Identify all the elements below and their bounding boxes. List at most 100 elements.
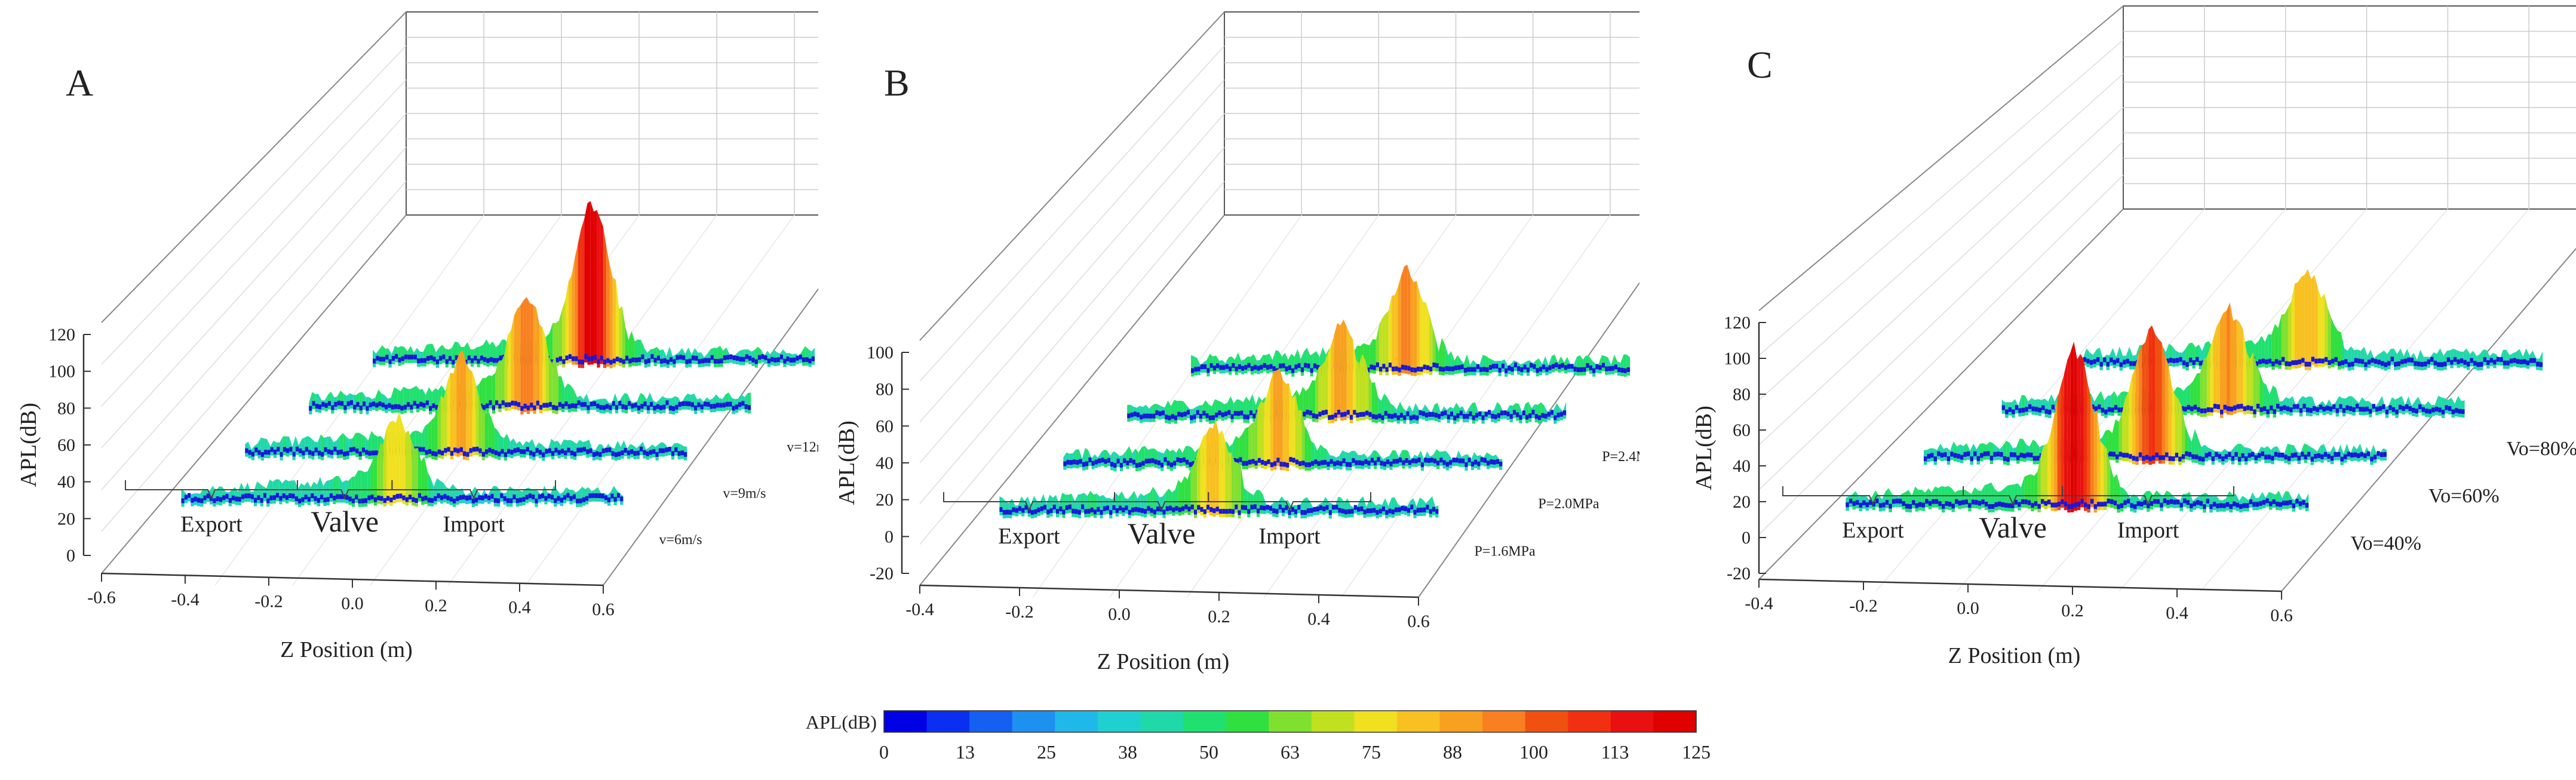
ridge-segment: [1065, 495, 1069, 514]
ridge-segment: [2133, 494, 2137, 513]
y-tick-label: 80: [1733, 385, 1751, 404]
ridge-segment: [327, 391, 331, 410]
ridge-segment: [2012, 399, 2015, 418]
ridge-segment: [2025, 395, 2028, 416]
ridge-segment: [2113, 348, 2117, 368]
ridge-segment: [622, 306, 625, 368]
ridge-segment: [1128, 495, 1131, 518]
y-tick-label: 80: [876, 380, 894, 400]
ridge-segment: [1068, 493, 1072, 513]
ridge-segment: [2480, 349, 2483, 370]
ridge-segment: [2213, 326, 2217, 413]
ridge-segment: [1410, 276, 1414, 376]
ridge-segment: [640, 393, 644, 413]
ridge-segment: [407, 346, 411, 363]
ridge-segment: [523, 297, 527, 412]
ridge-segment: [662, 396, 666, 413]
ridge-segment: [1184, 476, 1188, 513]
region-label: Import: [1258, 524, 1321, 549]
ridge-segment: [501, 436, 504, 457]
ridge-segment: [1987, 441, 1990, 460]
ridge-segment: [2110, 348, 2113, 366]
ridge-segment: [1021, 496, 1025, 517]
ridge-segment: [1209, 354, 1213, 371]
ridge-segment: [2172, 385, 2175, 465]
ridge-segment: [631, 331, 635, 366]
ridge-segment: [405, 430, 409, 506]
series-label: v=9m/s: [723, 486, 766, 502]
ridge-segment: [1368, 373, 1372, 420]
ridge-segment: [2304, 269, 2308, 370]
ridge-segment: [523, 441, 526, 458]
ridge-segment: [1143, 494, 1147, 518]
ridge-segment: [1267, 382, 1270, 468]
ridge-segment: [2458, 396, 2462, 417]
colorbar-tick-label: 13: [956, 741, 975, 763]
ridge-segment: [2287, 444, 2291, 465]
ridge-segment: [625, 325, 629, 364]
ridge-segment: [2080, 354, 2084, 508]
series-label: Vo=60%: [2428, 485, 2500, 507]
ridge-segment: [425, 423, 428, 459]
ridge-segment: [535, 490, 538, 507]
ridge-segment: [1453, 403, 1457, 424]
grid-line: [919, 79, 1225, 423]
ridge-segment: [2281, 314, 2285, 366]
ridge-segment: [1193, 454, 1198, 518]
ridge-segment: [392, 420, 396, 503]
ridge-segment: [754, 346, 758, 368]
ridge-segment: [2093, 410, 2098, 513]
ridge-segment: [1479, 355, 1483, 376]
ridge-segment: [585, 487, 589, 505]
ridge-segment: [1970, 443, 1973, 465]
ridge-segment: [1212, 355, 1217, 374]
ridge-segment: [1166, 448, 1170, 469]
ridge-segment: [2285, 307, 2288, 370]
ridge-segment: [1921, 490, 1926, 511]
ridge-segment: [1429, 314, 1433, 375]
grid-line: [101, 147, 407, 490]
ridge-segment: [1536, 358, 1539, 377]
x-tick-label: 0.4: [1307, 609, 1330, 629]
ridge-segment: [1385, 311, 1389, 376]
ridge-segment: [244, 482, 248, 502]
ridge-segment: [1360, 496, 1364, 515]
ridge-segment: [302, 437, 305, 459]
ridge-segment: [352, 432, 356, 456]
ridge-segment: [660, 349, 664, 367]
ridge-segment: [1902, 492, 1905, 510]
ridge-segment: [401, 346, 404, 365]
ridge-segment: [2064, 360, 2068, 511]
ridge-segment: [2256, 364, 2260, 413]
ridge-segment: [1200, 436, 1203, 515]
ridge-segment: [367, 465, 371, 504]
ridge-segment: [1412, 403, 1416, 423]
ridge-segment: [361, 434, 366, 456]
colorbar-swatch: [1140, 711, 1184, 732]
ridge-segment: [508, 330, 511, 411]
ridge-segment: [544, 486, 548, 505]
ridge-segment: [2027, 474, 2031, 509]
ridge-segment: [1294, 349, 1298, 373]
ridge-segment: [1229, 356, 1232, 375]
ridge-segment: [1389, 450, 1393, 470]
ridge-segment: [562, 299, 566, 368]
ridge-segment: [309, 392, 312, 414]
ridge-segment: [1191, 355, 1195, 377]
ridge-segment: [410, 346, 414, 363]
ridge-segment: [501, 354, 505, 409]
ridge-segment: [2466, 348, 2470, 370]
ridge-segment: [2038, 399, 2041, 416]
ridge-segment: [342, 480, 346, 503]
ridge-segment: [1432, 325, 1436, 371]
ridge-segment: [1345, 452, 1349, 471]
ridge-segment: [1313, 351, 1317, 372]
ridge-segment: [1315, 367, 1319, 423]
ridge-segment: [1413, 498, 1417, 518]
ridge-segment: [2165, 355, 2169, 461]
ridge-segment: [432, 343, 436, 366]
ridge-segment: [2151, 325, 2156, 464]
ridge-segment: [2077, 354, 2081, 511]
ridge-segment: [2044, 443, 2047, 509]
ridge-segment: [1215, 399, 1218, 421]
